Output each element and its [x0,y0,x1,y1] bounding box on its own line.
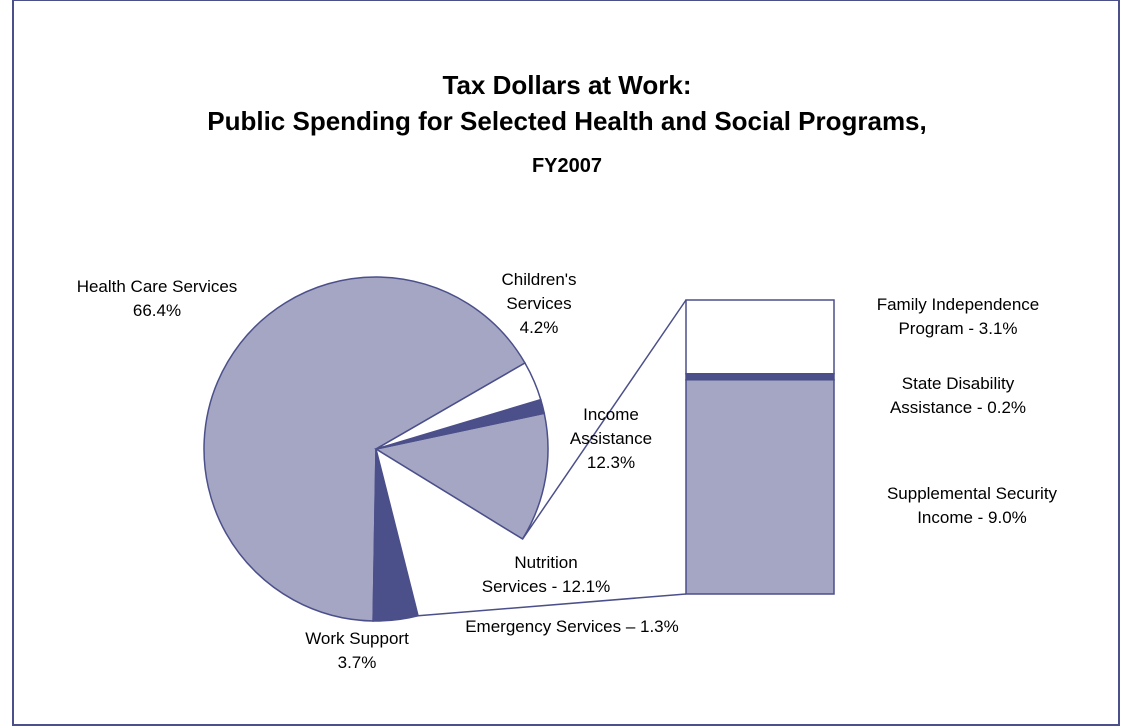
income-wedge-edge-bottom [375,448,523,540]
pie-label-4: Emergency Services – 1.3% [465,617,679,636]
pie-label-0-line-1: 66.4% [133,301,181,320]
breakdown-label-1-line-0: State Disability [902,374,1015,393]
pie-label-5: Work Support 3.7% [305,629,409,672]
pie-label-2-line-1: Assistance [570,429,652,448]
income-wedge-edge-top [375,448,419,616]
pie-label-1: Children's Services 4.2% [501,270,576,337]
breakdown-segment-2 [685,379,835,595]
pie-slice-2 [376,449,523,616]
pie-label-2-line-2: 12.3% [587,453,635,472]
breakdown-label-1: State Disability Assistance - 0.2% [890,374,1026,417]
pie-label-2: Income Assistance 12.3% [570,405,652,472]
chart-subtitle-year: FY2007 [531,155,603,177]
pie-label-3-line-0: Nutrition [514,553,577,572]
breakdown-label-0-line-0: Family Independence [877,295,1040,314]
connector-line-top [521,299,687,540]
breakdown-label-1-line-1: Assistance - 0.2% [890,398,1026,417]
pie-label-4-line-0: Emergency Services – 1.3% [465,617,679,636]
breakdown-label-2-line-0: Supplemental Security [887,484,1058,503]
chart-frame [12,0,1120,726]
pie-slice-0 [203,276,526,622]
pie-label-0: Health Care Services 66.4% [77,277,238,320]
breakdown-label-2: Supplemental Security Income - 9.0% [887,484,1058,527]
connector-line-bottom [418,593,687,617]
breakdown-label-0: Family Independence Program - 3.1% [877,295,1040,338]
chart-title: Tax Dollars at Work: [442,70,692,100]
pie-label-1-line-1: Services [506,294,571,313]
pie-slice-5 [375,361,542,450]
pie-label-3: Nutrition Services - 12.1% [482,553,611,596]
chart-subtitle: Public Spending for Selected Health and … [207,106,927,136]
pie-label-1-line-0: Children's [501,270,576,289]
pie-label-2-line-0: Income [583,405,639,424]
breakdown-label-2-line-1: Income - 9.0% [917,508,1027,527]
pie-label-5-line-1: 3.7% [338,653,377,672]
pie-label-5-line-0: Work Support [305,629,409,648]
breakdown-label-0-line-1: Program - 3.1% [898,319,1017,338]
pie-label-3-line-1: Services - 12.1% [482,577,611,596]
pie-label-1-line-2: 4.2% [520,318,559,337]
breakdown-segment-0 [685,299,835,375]
pie-label-0-line-0: Health Care Services [77,277,238,296]
breakdown-segment-1 [685,373,835,381]
